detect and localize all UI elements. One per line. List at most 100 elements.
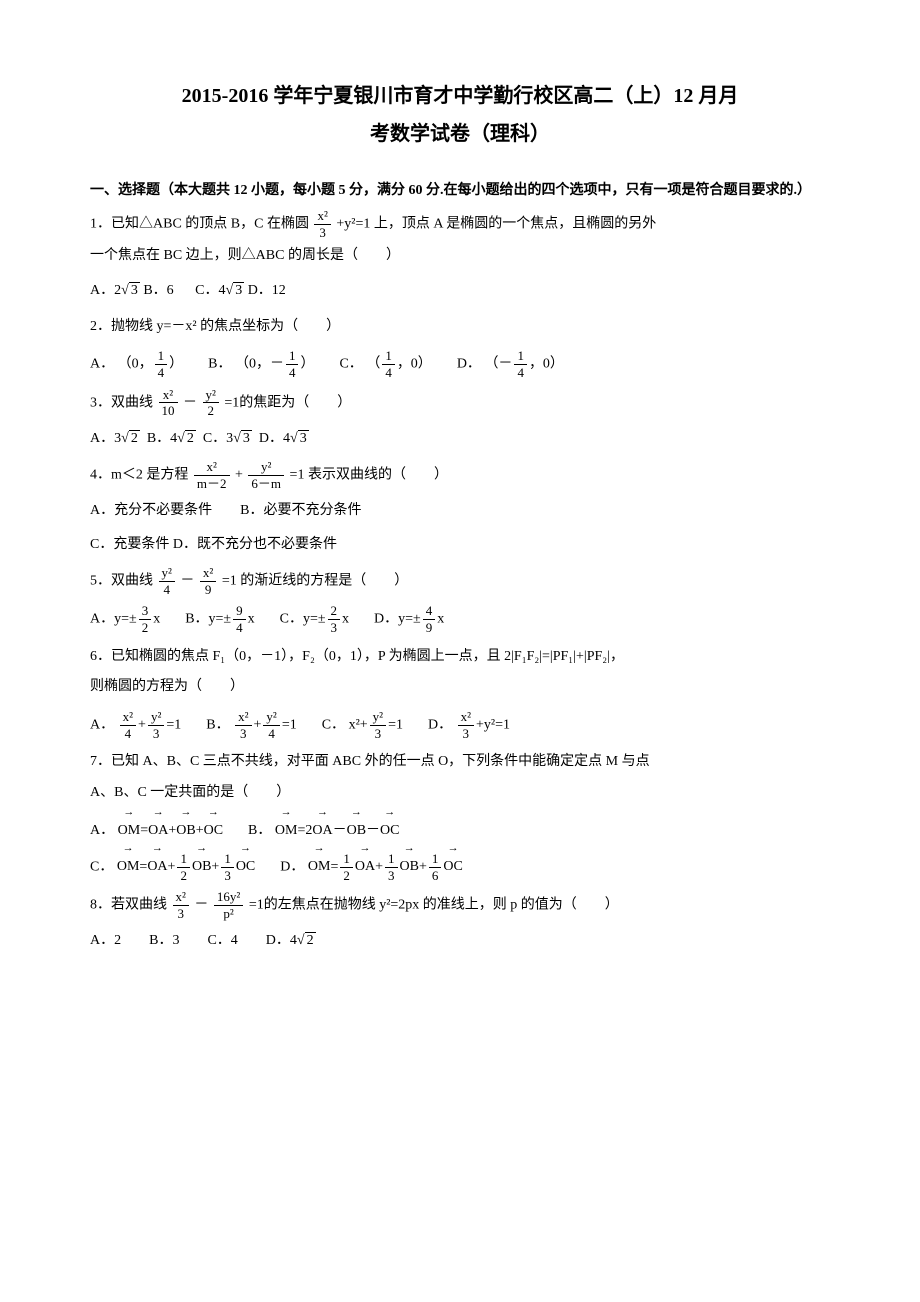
q3-text-b: =1的焦距为（ ） <box>224 395 351 410</box>
q5-opt-c: C．y=± <box>280 612 326 627</box>
q7-opt-a: A． <box>90 823 114 838</box>
q3-opt-c: C．3 <box>203 431 233 446</box>
frac-1-4: 14 <box>155 348 168 380</box>
frac-x2-3: x²3 <box>235 709 251 741</box>
sqrt2-icon: 2 <box>177 425 196 453</box>
q3-opt-a: A．3 <box>90 431 121 446</box>
q3-options: A．32 B．42 C．33 D．43 <box>90 425 830 453</box>
q5-options: A．y=±32x B．y=±94x C．y=±23x D．y=±49x <box>90 603 830 635</box>
q6-text-b: 则椭圆的方程为（ ） <box>90 679 244 694</box>
q1-options: A．23 B．6 C．43 D．12 <box>90 277 830 305</box>
vector-oa: OA <box>312 815 332 845</box>
vector-oc: OC <box>204 815 223 845</box>
q1-text-a: 1．已知△ABC 的顶点 B，C 在椭圆 <box>90 217 309 232</box>
frac-1-6: 16 <box>429 851 442 883</box>
q5-text-b: =1 的渐近线的方程是（ ） <box>222 573 408 588</box>
q6-opt-b: B． <box>206 717 229 732</box>
frac-1-4: 14 <box>514 348 527 380</box>
vector-om: OM <box>275 815 298 845</box>
q2-opt-c: C． <box>339 357 362 372</box>
q7-text-a: 7．已知 A、B、C 三点不共线，对平面 ABC 外的任一点 O，下列条件中能确… <box>90 754 650 769</box>
q6-opt-d: D． <box>428 717 452 732</box>
sqrt3-icon: 3 <box>233 425 252 453</box>
frac-x2-3: x²3 <box>173 889 189 921</box>
vector-ob: OB <box>347 815 366 845</box>
q1-opt-d: D．12 <box>248 284 286 299</box>
vector-om: OM <box>118 815 141 845</box>
vector-ob: OB <box>400 851 419 881</box>
title-line2: 考数学试卷（理科） <box>90 118 830 150</box>
frac-y2-4: y²4 <box>263 709 279 741</box>
question-4: 4．m＜2 是方程 x²m－2 + y²6－m =1 表示双曲线的（ ） <box>90 459 830 491</box>
q5-text-a: 5．双曲线 <box>90 573 153 588</box>
q6-opt-a: A． <box>90 717 114 732</box>
title-line1: 2015-2016 学年宁夏银川市育才中学勤行校区高二（上）12 月月 <box>90 80 830 112</box>
q1-opt-c: C．4 <box>195 284 225 299</box>
vector-om: OM <box>117 851 140 881</box>
q7-opt-b: B． <box>248 823 271 838</box>
vector-ob: OB <box>176 815 195 845</box>
q2-opt-b: B． <box>208 357 231 372</box>
q4-options-cd: C．充要条件 D．既不充分也不必要条件 <box>90 531 830 559</box>
frac-1-4: 14 <box>286 348 299 380</box>
sqrt2-icon: 2 <box>297 927 316 955</box>
frac-9-4: 94 <box>233 603 246 635</box>
q3-opt-b: B．4 <box>147 431 177 446</box>
q8-opts-text: A．2 B．3 C．4 D．4 <box>90 934 297 949</box>
q2-opt-a: A． <box>90 357 114 372</box>
q2-options: A． （0，14） B． （0，－14） C． （14，0） D． （－14，0… <box>90 348 830 380</box>
q7-options-cd: C． OM=OA+12OB+13OC D． OM=12OA+13OB+16OC <box>90 851 830 883</box>
question-2: 2．抛物线 y=－x² 的焦点坐标为（ ） <box>90 312 830 343</box>
vector-oa: OA <box>148 815 168 845</box>
question-7: 7．已知 A、B、C 三点不共线，对平面 ABC 外的任一点 O，下列条件中能确… <box>90 747 830 809</box>
frac-16y2-p2: 16y²p² <box>214 889 243 921</box>
q1-opt-b: B．6 <box>143 284 173 299</box>
frac-y2-2: y²2 <box>203 387 219 419</box>
q7-opt-d: D． <box>280 859 304 874</box>
frac-1-2: 12 <box>177 851 190 883</box>
frac-y2-3: y²3 <box>148 709 164 741</box>
q1-text-b: +y²=1 上，顶点 A 是椭圆的一个焦点，且椭圆的另外 <box>336 217 656 232</box>
q2-opt-d: D． <box>457 357 481 372</box>
q8-text-b: =1的左焦点在抛物线 y²=2px 的准线上，则 p 的值为（ ） <box>249 897 619 912</box>
question-6: 6．已知椭圆的焦点 F₁（0，－1），F₂（0，1），P 为椭圆上一点，且 2|… <box>90 642 830 704</box>
frac-y2-4: y²4 <box>159 565 175 597</box>
question-3: 3．双曲线 x²10 － y²2 =1的焦距为（ ） <box>90 387 830 419</box>
vector-oc: OC <box>443 851 462 881</box>
q6-options: A． x²4+y²3=1 B． x²3+y²4=1 C． x²+y²3=1 D．… <box>90 709 830 741</box>
frac-x2-9: x²9 <box>200 565 216 597</box>
frac-x2-3: x²3 <box>314 208 330 240</box>
q1-opt-a: A．2 <box>90 284 121 299</box>
question-8: 8．若双曲线 x²3 － 16y²p² =1的左焦点在抛物线 y²=2px 的准… <box>90 889 830 921</box>
frac-1-3: 13 <box>385 851 398 883</box>
frac-1-3: 13 <box>221 851 234 883</box>
q6-text-a: 6．已知椭圆的焦点 F₁（0，－1），F₂（0，1），P 为椭圆上一点，且 2|… <box>90 649 624 664</box>
q1-text-c: 一个焦点在 BC 边上，则△ABC 的周长是（ ） <box>90 248 400 263</box>
q7-text-b: A、B、C 一定共面的是（ ） <box>90 785 290 800</box>
q3-opt-d: D．4 <box>259 431 290 446</box>
q3-text-a: 3．双曲线 <box>90 395 153 410</box>
section-heading: 一、选择题（本大题共 12 小题，每小题 5 分，满分 60 分.在每小题给出的… <box>90 180 830 202</box>
sqrt3-icon: 3 <box>121 277 140 305</box>
vector-oc: OC <box>380 815 399 845</box>
q7-options-ab: A． OM=OA+OB+OC B． OM=2OA－OB－OC <box>90 815 830 845</box>
vector-oa: OA <box>147 851 167 881</box>
frac-x2-4: x²4 <box>120 709 136 741</box>
q5-opt-b: B．y=± <box>185 612 231 627</box>
vector-oa: OA <box>355 851 375 881</box>
frac-1-4: 14 <box>382 348 395 380</box>
q7-opt-c: C． <box>90 859 113 874</box>
vector-ob: OB <box>192 851 211 881</box>
sqrt3-icon: 3 <box>226 277 245 305</box>
frac-x2-3: x²3 <box>458 709 474 741</box>
q5-opt-d: D．y=± <box>374 612 421 627</box>
question-5: 5．双曲线 y²4 － x²9 =1 的渐近线的方程是（ ） <box>90 565 830 597</box>
q5-opt-a: A．y=± <box>90 612 137 627</box>
frac-2-3: 23 <box>328 603 341 635</box>
frac-y2-6m: y²6－m <box>248 459 284 491</box>
q4-text-b: =1 表示双曲线的（ ） <box>290 467 448 482</box>
vector-om: OM <box>308 851 331 881</box>
frac-x2-m2: x²m－2 <box>194 459 230 491</box>
q6-opt-c: C． <box>322 717 345 732</box>
sqrt3-icon: 3 <box>290 425 309 453</box>
